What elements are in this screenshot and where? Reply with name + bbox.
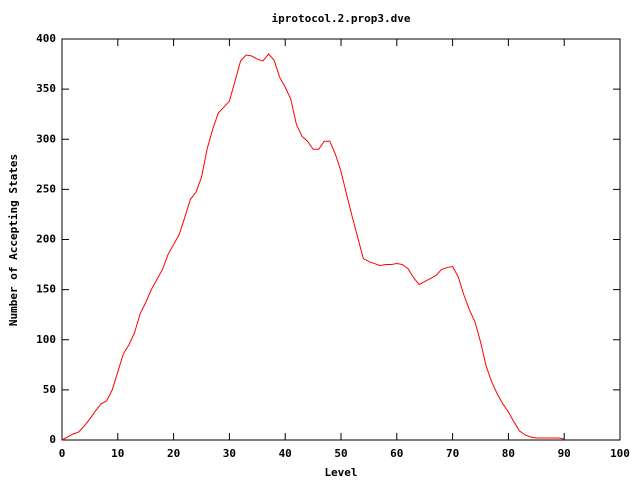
x-tick-label: 70 (446, 447, 459, 460)
x-tick-label: 0 (59, 447, 66, 460)
x-tick-label: 60 (390, 447, 403, 460)
x-tick-label: 90 (558, 447, 571, 460)
plot-border (61, 38, 621, 441)
y-tick-label: 350 (36, 82, 56, 95)
x-tick-label: 40 (279, 447, 292, 460)
chart-title: iprotocol.2.prop3.dve (271, 12, 410, 25)
x-tick-label: 30 (223, 447, 236, 460)
data-line (61, 53, 565, 441)
y-tick-label: 250 (36, 182, 56, 195)
y-tick-label: 50 (43, 383, 56, 396)
y-tick-label: 400 (36, 32, 56, 45)
x-tick-label: 50 (334, 447, 347, 460)
y-tick-label: 300 (36, 132, 56, 145)
y-axis-label: Number of Accepting States (7, 154, 20, 326)
x-tick-label: 80 (502, 447, 515, 460)
y-tick-label: 150 (36, 283, 56, 296)
x-axis-label: Level (324, 466, 357, 479)
y-tick-label: 200 (36, 233, 56, 246)
x-tick-label: 20 (167, 447, 180, 460)
y-tick-label: 0 (49, 433, 56, 446)
x-tick-label: 100 (610, 447, 630, 460)
y-tick-label: 100 (36, 333, 56, 346)
x-tick-label: 10 (111, 447, 124, 460)
